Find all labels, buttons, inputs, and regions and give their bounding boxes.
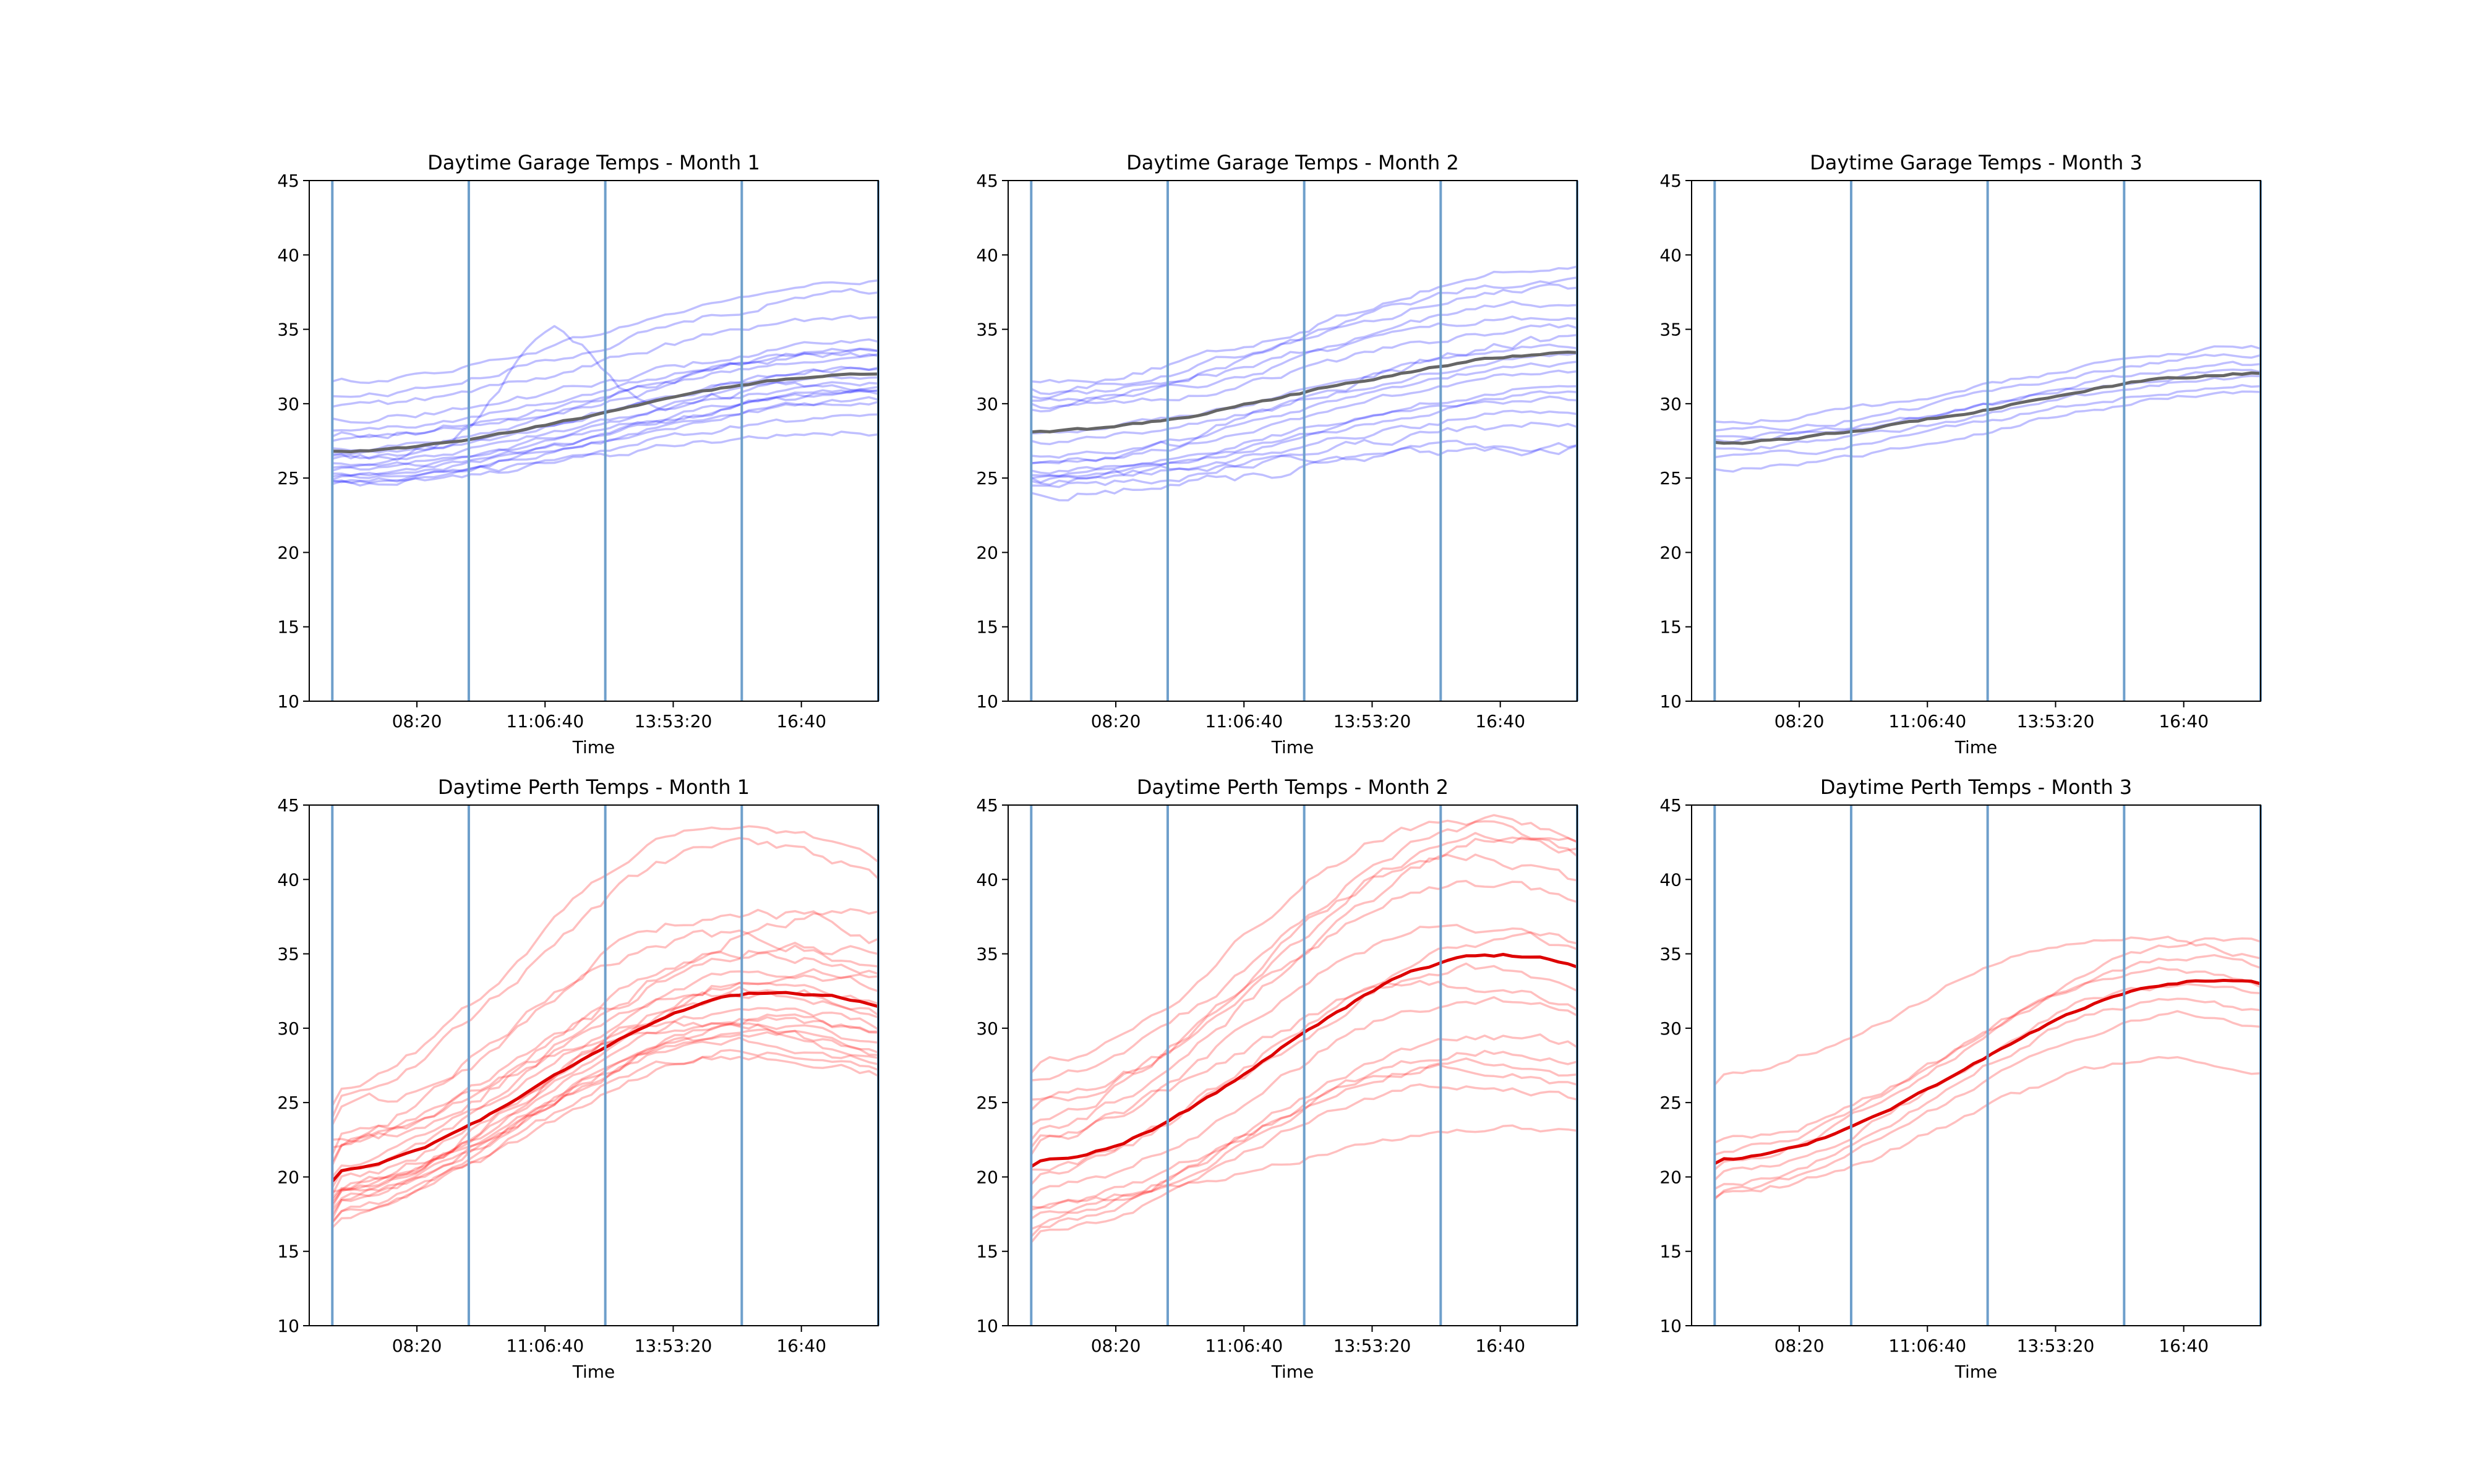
- x-axis-label: Time: [1954, 737, 1998, 757]
- y-tick-label: 25: [1659, 468, 1682, 488]
- subplot-title: Daytime Perth Temps - Month 3: [1820, 775, 2132, 799]
- y-tick-label: 25: [976, 468, 998, 488]
- y-tick-label: 30: [976, 1018, 998, 1039]
- x-tick-label: 16:40: [776, 1336, 826, 1356]
- x-tick-label: 11:06:40: [1205, 1336, 1283, 1356]
- x-tick-label: 11:06:40: [506, 711, 584, 731]
- x-tick-label: 11:06:40: [506, 1336, 584, 1356]
- y-tick-label: 40: [1659, 245, 1682, 265]
- y-tick-label: 40: [1659, 869, 1682, 890]
- y-tick-label: 15: [277, 617, 299, 638]
- subplot-title: Daytime Perth Temps - Month 2: [1137, 775, 1449, 799]
- x-tick-label: 08:20: [1091, 711, 1141, 731]
- subplot-title: Daytime Perth Temps - Month 1: [438, 775, 750, 799]
- y-tick-label: 45: [277, 795, 299, 816]
- subplot-1: 10 15 20 25 30 35 40 45 08:20 11:06:40 13:53:20 16:…: [277, 151, 880, 757]
- y-tick-label: 40: [277, 245, 299, 265]
- x-tick-label: 13:53:20: [2017, 1336, 2095, 1356]
- y-tick-label: 15: [976, 617, 998, 638]
- y-tick-label: 25: [1659, 1093, 1682, 1113]
- x-tick-label: 13:53:20: [1333, 1336, 1411, 1356]
- y-tick-label: 20: [1659, 1167, 1682, 1187]
- y-tick-label: 40: [277, 869, 299, 890]
- axes-frame: [1008, 180, 1578, 702]
- subplot-5: 10 15 20 25 30 35 40 45 08:20 11:06:40 13:53:20 16:…: [976, 775, 1578, 1382]
- x-tick-label: 16:40: [2159, 1336, 2209, 1356]
- x-tick-label: 13:53:20: [635, 711, 713, 731]
- y-tick-label: 35: [1659, 944, 1682, 965]
- y-tick-label: 35: [976, 944, 998, 965]
- x-tick-label: 08:20: [392, 1336, 442, 1356]
- y-tick-label: 20: [277, 1167, 299, 1187]
- x-tick-label: 16:40: [2159, 711, 2209, 731]
- y-tick-label: 40: [976, 869, 998, 890]
- y-tick-label: 45: [1659, 171, 1682, 191]
- axes-frame: [309, 180, 879, 702]
- x-tick-label: 08:20: [1774, 1336, 1825, 1356]
- x-tick-label: 13:53:20: [2017, 711, 2095, 731]
- y-tick-label: 30: [976, 394, 998, 414]
- y-tick-label: 15: [1659, 617, 1682, 638]
- x-tick-label: 08:20: [392, 711, 442, 731]
- x-axis-label: Time: [1954, 1362, 1998, 1382]
- y-tick-label: 10: [1659, 1316, 1682, 1336]
- x-tick-label: 16:40: [776, 711, 826, 731]
- y-tick-label: 45: [976, 171, 998, 191]
- x-tick-label: 13:53:20: [635, 1336, 713, 1356]
- axes-frame: [1008, 804, 1578, 1326]
- y-tick-label: 15: [976, 1242, 998, 1262]
- x-axis-label: Time: [572, 737, 615, 757]
- subplot-2: 10 15 20 25 30 35 40 45 08:20 11:06:40 13:53:20 16:…: [976, 151, 1578, 757]
- axes-frame: [1691, 804, 2261, 1326]
- y-tick-label: 45: [1659, 795, 1682, 816]
- y-tick-label: 35: [277, 320, 299, 340]
- y-tick-label: 30: [1659, 1018, 1682, 1039]
- subplot-title: Daytime Garage Temps - Month 2: [1126, 151, 1459, 174]
- y-tick-label: 30: [277, 1018, 299, 1039]
- y-tick-label: 35: [277, 944, 299, 965]
- x-axis-label: Time: [1271, 737, 1314, 757]
- x-tick-label: 16:40: [1475, 711, 1525, 731]
- y-tick-label: 10: [277, 691, 299, 712]
- subplot-3: 10 15 20 25 30 35 40 45 08:20 11:06:40 13:53:20 16:…: [1659, 151, 2262, 757]
- y-tick-label: 10: [277, 1316, 299, 1336]
- y-tick-label: 20: [976, 1167, 998, 1187]
- subplot-6: 10 15 20 25 30 35 40 45 08:20 11:06:40 13:53:20 16:…: [1659, 775, 2262, 1382]
- x-tick-label: 13:53:20: [1333, 711, 1411, 731]
- y-tick-label: 15: [1659, 1242, 1682, 1262]
- x-tick-label: 11:06:40: [1205, 711, 1283, 731]
- y-tick-label: 30: [1659, 394, 1682, 414]
- y-tick-label: 20: [1659, 542, 1682, 563]
- y-tick-label: 15: [277, 1242, 299, 1262]
- axes-frame: [309, 804, 879, 1326]
- y-tick-label: 25: [277, 1093, 299, 1113]
- subplot-title: Daytime Garage Temps - Month 1: [427, 151, 760, 174]
- y-tick-label: 40: [976, 245, 998, 265]
- y-tick-label: 35: [976, 320, 998, 340]
- y-tick-label: 20: [976, 542, 998, 563]
- y-tick-label: 10: [976, 691, 998, 712]
- y-tick-label: 25: [277, 468, 299, 488]
- y-tick-label: 30: [277, 394, 299, 414]
- x-tick-label: 11:06:40: [1888, 1336, 1966, 1356]
- y-tick-label: 20: [277, 542, 299, 563]
- x-tick-label: 16:40: [1475, 1336, 1525, 1356]
- subplot-4: 10 15 20 25 30 35 40 45 08:20 11:06:40 13:53:20 16:…: [277, 775, 880, 1382]
- x-axis-label: Time: [1271, 1362, 1314, 1382]
- y-tick-label: 10: [1659, 691, 1682, 712]
- y-tick-label: 35: [1659, 320, 1682, 340]
- y-tick-label: 45: [976, 795, 998, 816]
- axes-frame: [1691, 180, 2261, 702]
- x-axis-label: Time: [572, 1362, 615, 1382]
- x-tick-label: 08:20: [1091, 1336, 1141, 1356]
- subplot-title: Daytime Garage Temps - Month 3: [1810, 151, 2142, 174]
- y-tick-label: 25: [976, 1093, 998, 1113]
- y-tick-label: 45: [277, 171, 299, 191]
- x-tick-label: 08:20: [1774, 711, 1825, 731]
- y-tick-label: 10: [976, 1316, 998, 1336]
- x-tick-label: 11:06:40: [1888, 711, 1966, 731]
